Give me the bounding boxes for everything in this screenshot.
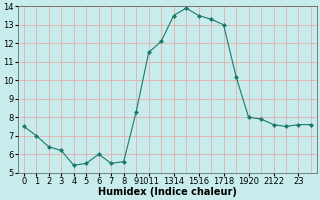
X-axis label: Humidex (Indice chaleur): Humidex (Indice chaleur) (98, 187, 237, 197)
